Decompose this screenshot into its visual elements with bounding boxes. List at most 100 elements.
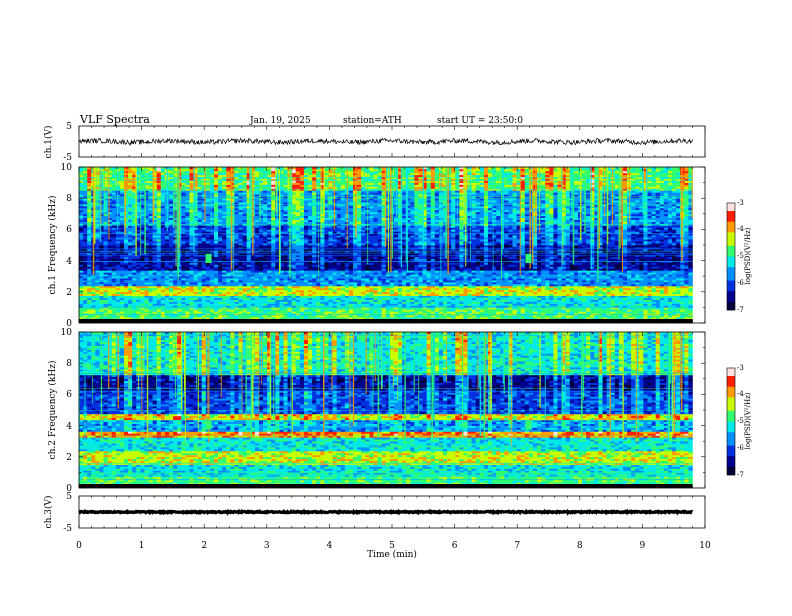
spectrogram-cell bbox=[422, 305, 427, 308]
spectrogram-cell bbox=[651, 284, 656, 287]
spectrogram-cell bbox=[250, 266, 256, 269]
spectrogram-cell bbox=[148, 311, 153, 314]
spectrogram-cell bbox=[622, 278, 628, 281]
spectrogram-cell bbox=[512, 287, 517, 291]
spectrogram-cell bbox=[111, 282, 117, 285]
spectrogram-cell bbox=[218, 313, 223, 316]
spectrogram-cell bbox=[79, 264, 84, 267]
spectrogram-cell bbox=[610, 291, 616, 295]
spectrogram-cell bbox=[115, 276, 121, 279]
spectrogram-cell bbox=[565, 258, 571, 261]
spectrogram-cell bbox=[561, 276, 566, 279]
spectrogram-cell bbox=[164, 297, 170, 300]
spectrogram-cell bbox=[577, 285, 583, 289]
spectrogram-cell bbox=[655, 285, 661, 289]
spectrogram-cell bbox=[688, 284, 693, 287]
spectrogram-cell bbox=[168, 291, 174, 295]
spectrogram-cell bbox=[496, 297, 501, 300]
spectrogram-cell bbox=[389, 274, 395, 277]
spectrogram-cell bbox=[144, 270, 149, 273]
spectrogram-cell bbox=[201, 282, 207, 285]
spectrogram-cell bbox=[299, 278, 305, 281]
spectrogram-cell bbox=[504, 307, 509, 310]
spectrogram-cell bbox=[132, 285, 137, 289]
spectrogram-cell bbox=[545, 258, 550, 261]
spectrogram-cell bbox=[422, 285, 427, 289]
spectrogram-cell bbox=[377, 291, 382, 295]
spectrogram-cell bbox=[459, 282, 464, 285]
spectrogram-cell bbox=[422, 317, 427, 320]
spectrogram-cell bbox=[291, 280, 297, 283]
spectrogram-cell bbox=[553, 270, 558, 273]
spectrogram-cell bbox=[389, 266, 395, 269]
spectrogram-cell bbox=[218, 317, 223, 320]
spectrogram-cell bbox=[557, 297, 562, 300]
spectrogram-cell bbox=[430, 295, 436, 298]
spectrogram-cell bbox=[643, 313, 648, 316]
spectrogram-cell bbox=[185, 276, 190, 279]
spectrogram-cell bbox=[218, 315, 223, 318]
spectrogram-cell bbox=[614, 317, 620, 320]
spectrogram-cell bbox=[369, 280, 374, 283]
spectrogram-cell bbox=[561, 293, 566, 296]
spectrogram-cell bbox=[447, 284, 452, 287]
spectrogram-cell bbox=[655, 289, 661, 293]
spectrogram-cell bbox=[254, 280, 260, 283]
spectrogram-cell bbox=[402, 295, 407, 298]
spectrogram-cell bbox=[606, 315, 611, 318]
spectrogram-cell bbox=[324, 287, 329, 291]
spectrogram-cell bbox=[467, 307, 472, 310]
spectrogram-cell bbox=[610, 315, 616, 318]
spectrogram-cell bbox=[451, 317, 456, 320]
spectrogram-cell bbox=[618, 278, 624, 281]
spectrogram-cell bbox=[205, 266, 211, 269]
spectrogram-cell bbox=[209, 313, 215, 316]
spectrogram-cell bbox=[156, 315, 162, 318]
spectrogram-cell bbox=[132, 280, 137, 283]
spectrogram-cell bbox=[324, 258, 329, 261]
spectrogram-cell bbox=[275, 295, 280, 298]
spectrogram-cell bbox=[144, 262, 149, 265]
spectrogram-cell bbox=[389, 276, 395, 279]
spectrogram-cell bbox=[361, 284, 366, 287]
spectrogram-cell bbox=[377, 295, 382, 298]
spectrogram-cell bbox=[177, 276, 182, 279]
spectrogram-cell bbox=[512, 289, 517, 293]
spectrogram-cell bbox=[573, 270, 579, 273]
spectrogram-cell bbox=[361, 258, 366, 261]
spectrogram-cell bbox=[545, 289, 550, 293]
spectrogram-cell bbox=[627, 278, 632, 281]
spectrogram-cell bbox=[136, 272, 141, 275]
spectrogram-cell bbox=[594, 299, 599, 302]
spectrogram-cell bbox=[279, 293, 284, 296]
spectrogram-cell bbox=[177, 305, 182, 308]
spectrogram-cell bbox=[508, 285, 513, 289]
spectrogram-cell bbox=[83, 307, 88, 310]
spectrogram-cell bbox=[267, 297, 272, 300]
spectrogram-cell bbox=[663, 293, 669, 296]
spectrogram-cell bbox=[238, 270, 243, 273]
spectrogram-cell bbox=[402, 282, 407, 285]
spectrogram-cell bbox=[332, 291, 337, 295]
spectrogram-cell bbox=[410, 282, 415, 285]
spectrogram-cell bbox=[614, 280, 620, 283]
spectrogram-cell bbox=[475, 284, 481, 287]
spectrogram-cell bbox=[123, 291, 129, 295]
spectrogram-cell bbox=[577, 272, 583, 275]
spectrogram-cell bbox=[263, 297, 268, 300]
spectrogram-cell bbox=[328, 297, 333, 300]
spectrogram-cell bbox=[181, 291, 186, 295]
spectrogram-cell bbox=[430, 272, 436, 275]
spectrogram-cell bbox=[475, 291, 481, 295]
spectrogram-cell bbox=[107, 276, 113, 279]
spectrogram-cell bbox=[541, 258, 546, 261]
spectrogram-cell bbox=[111, 270, 117, 273]
spectrogram-cell bbox=[487, 313, 493, 316]
spectrogram-cell bbox=[119, 315, 125, 318]
spectrogram-cell bbox=[385, 301, 391, 304]
spectrogram-cell bbox=[254, 262, 260, 265]
spectrogram-cell bbox=[586, 270, 591, 273]
spectrogram-cell bbox=[291, 282, 297, 285]
spectrogram-cell bbox=[627, 274, 632, 277]
spectrogram-cell bbox=[582, 307, 587, 310]
